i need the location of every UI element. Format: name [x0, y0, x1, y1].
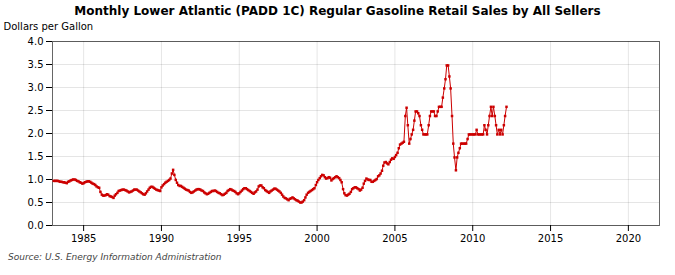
svg-text:Dollars per Gallon: Dollars per Gallon	[4, 21, 94, 32]
svg-text:1990: 1990	[149, 233, 174, 244]
svg-text:0.0: 0.0	[28, 220, 44, 231]
svg-text:2.5: 2.5	[28, 105, 44, 116]
svg-text:3.0: 3.0	[28, 82, 44, 93]
svg-text:2005: 2005	[382, 233, 407, 244]
svg-text:2.0: 2.0	[28, 128, 44, 139]
svg-text:2020: 2020	[616, 233, 641, 244]
svg-text:2000: 2000	[304, 233, 329, 244]
svg-text:2015: 2015	[538, 233, 563, 244]
svg-text:1.5: 1.5	[28, 151, 44, 162]
html-text:Monthly Lower Atlantic (PADD 1: Monthly Lower Atlantic (PADD 1C) Regular…	[74, 4, 601, 18]
svg-text:1.0: 1.0	[28, 174, 44, 185]
html-text:Source: U.S. Energy Informatio: Source: U.S. Energy Information Administ…	[8, 252, 222, 262]
svg-text:1995: 1995	[227, 233, 252, 244]
svg-text:2010: 2010	[460, 233, 485, 244]
svg-text:3.5: 3.5	[28, 59, 44, 70]
svg-text:4.0: 4.0	[28, 36, 44, 47]
svg-text:1985: 1985	[71, 233, 96, 244]
svg-text:0.5: 0.5	[28, 197, 44, 208]
